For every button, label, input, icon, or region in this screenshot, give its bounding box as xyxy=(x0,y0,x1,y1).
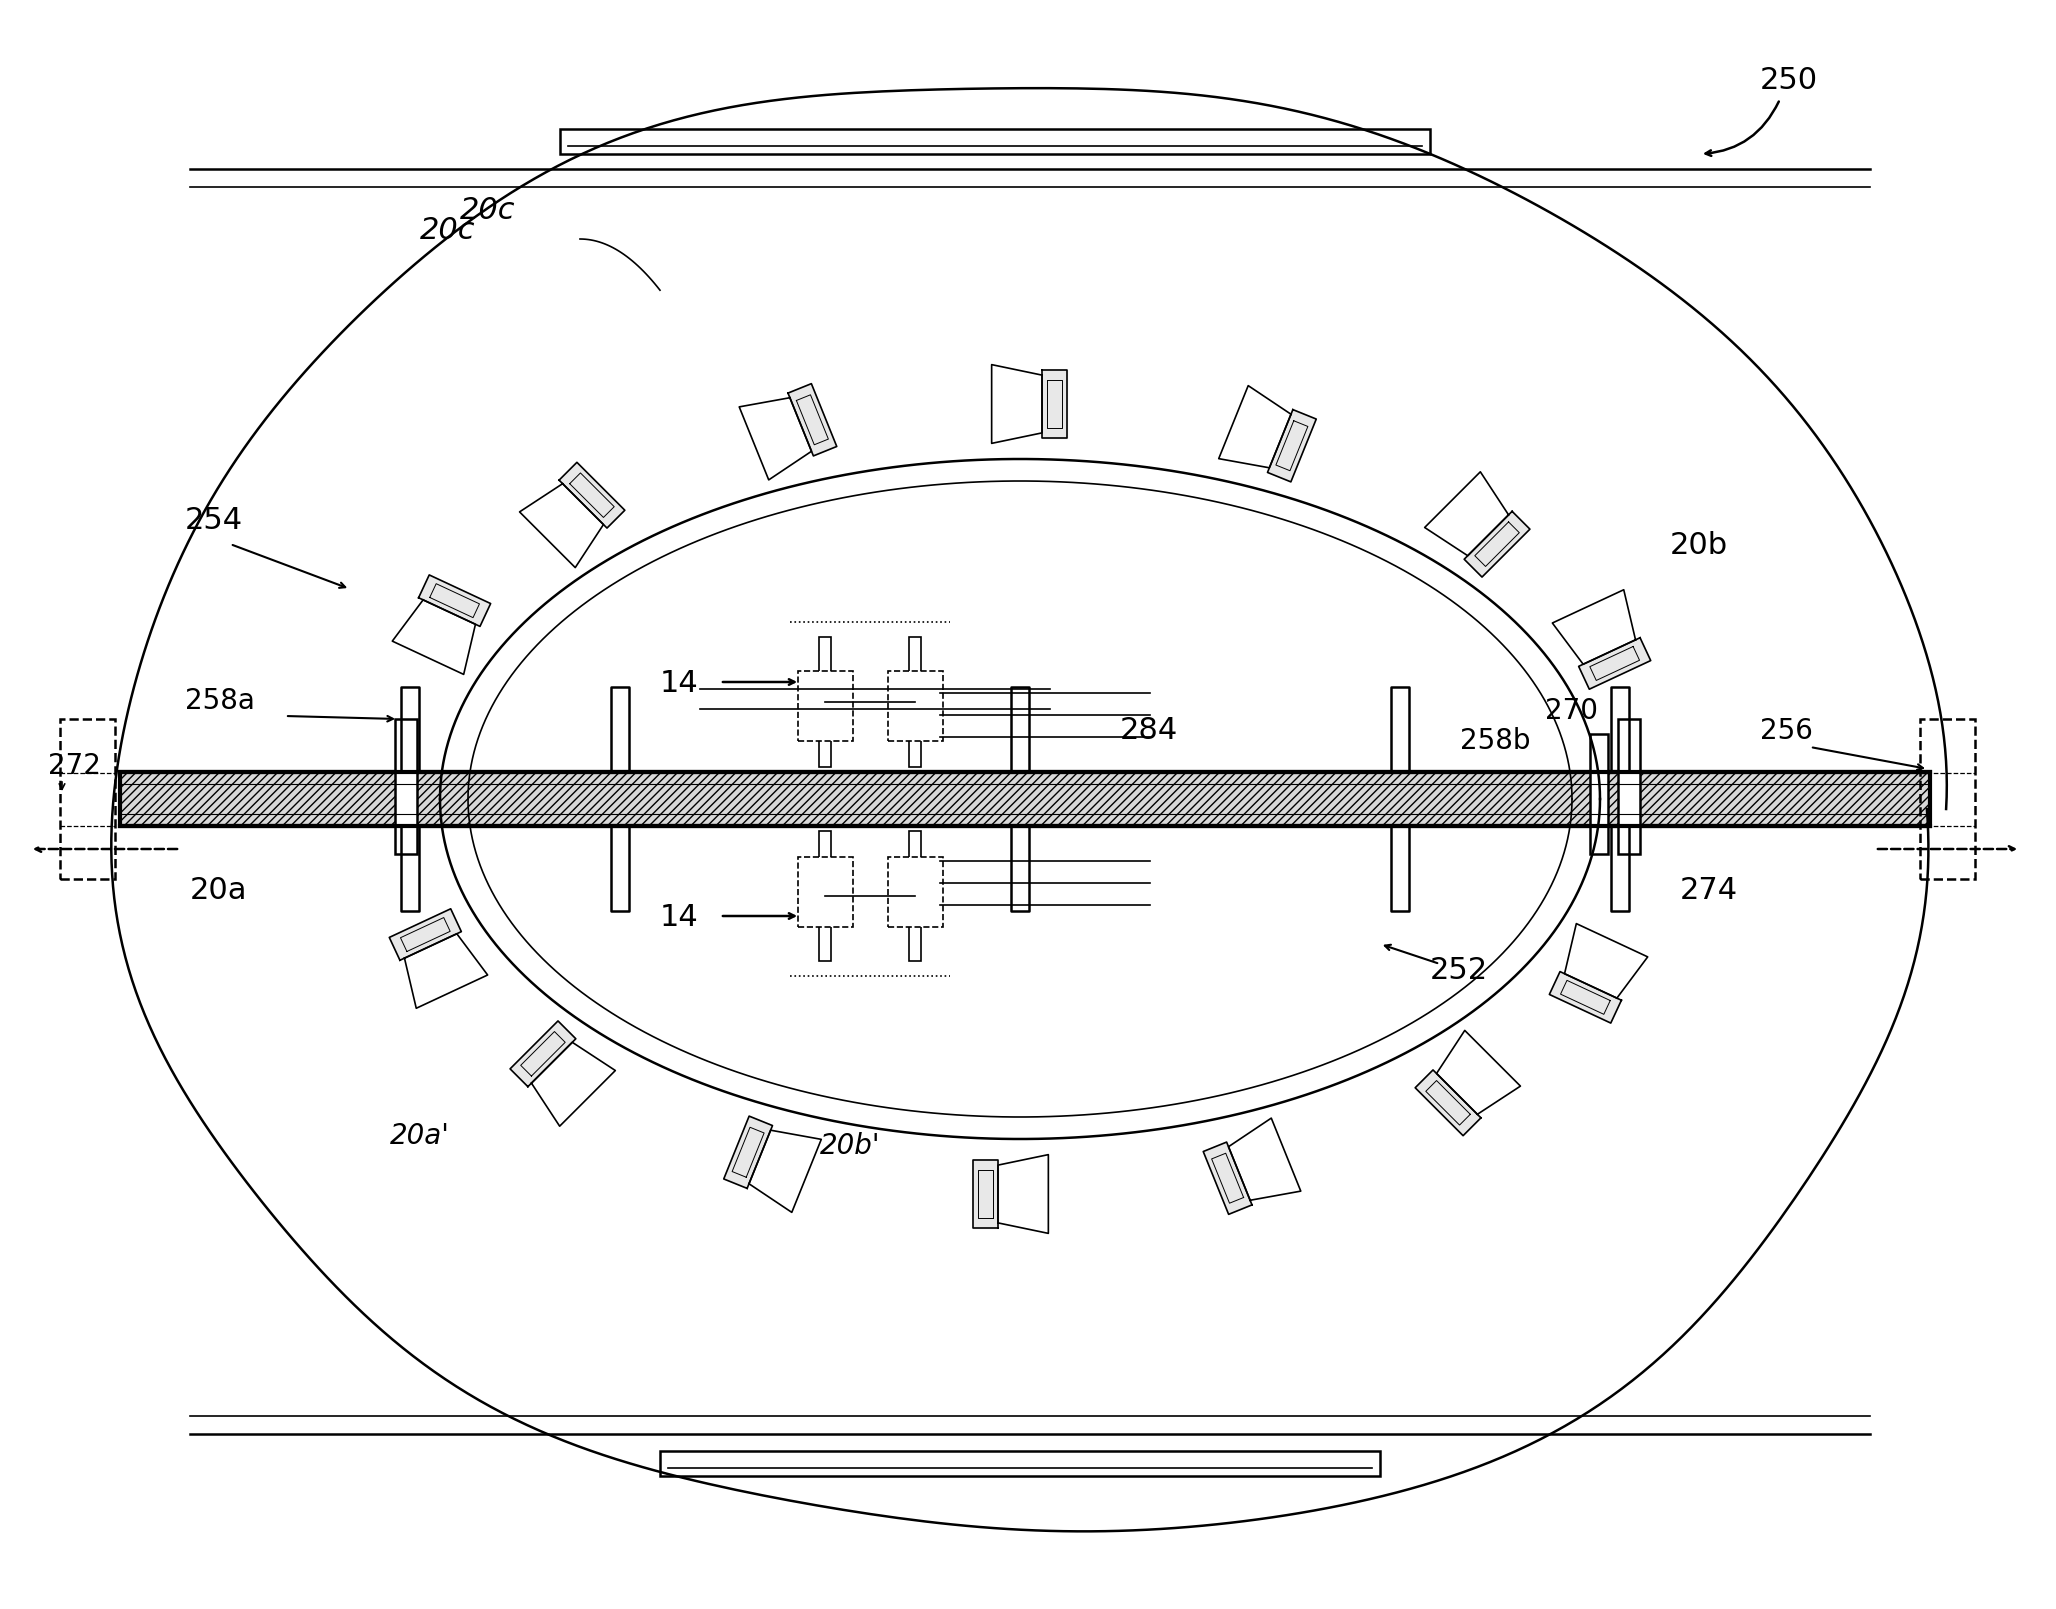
Polygon shape xyxy=(1552,591,1635,665)
Polygon shape xyxy=(393,600,475,674)
Polygon shape xyxy=(1437,1030,1521,1115)
Text: 258a: 258a xyxy=(185,687,255,714)
Text: 20c: 20c xyxy=(461,196,516,225)
Polygon shape xyxy=(997,1155,1049,1234)
Bar xyxy=(798,858,853,927)
Bar xyxy=(395,719,417,854)
Text: 254: 254 xyxy=(185,505,243,536)
Text: 14: 14 xyxy=(660,903,699,932)
Text: 20c: 20c xyxy=(419,216,475,245)
Polygon shape xyxy=(1266,410,1316,481)
Text: 274: 274 xyxy=(1680,875,1737,904)
Polygon shape xyxy=(787,383,837,455)
Polygon shape xyxy=(405,933,487,1009)
Polygon shape xyxy=(972,1160,997,1228)
Bar xyxy=(559,129,1431,154)
Text: 20a': 20a' xyxy=(391,1121,450,1150)
Polygon shape xyxy=(389,909,461,961)
Text: 284: 284 xyxy=(1121,716,1178,745)
Text: 270: 270 xyxy=(1544,697,1598,726)
Bar xyxy=(1920,719,1976,879)
Polygon shape xyxy=(1464,512,1530,578)
Bar xyxy=(119,772,1931,825)
Polygon shape xyxy=(1550,972,1622,1023)
Text: 20a: 20a xyxy=(189,875,247,904)
Text: 20b': 20b' xyxy=(820,1133,880,1160)
Text: 252: 252 xyxy=(1431,956,1489,985)
Text: 272: 272 xyxy=(47,751,101,780)
Polygon shape xyxy=(1042,370,1067,438)
Polygon shape xyxy=(419,574,491,626)
Polygon shape xyxy=(991,365,1042,444)
Bar xyxy=(909,637,921,767)
Bar xyxy=(888,671,944,742)
Polygon shape xyxy=(1219,386,1291,468)
Bar xyxy=(798,671,853,742)
Polygon shape xyxy=(520,484,604,568)
Text: 250: 250 xyxy=(1760,66,1818,95)
Polygon shape xyxy=(530,1043,615,1126)
Polygon shape xyxy=(510,1022,576,1086)
Polygon shape xyxy=(1565,924,1647,998)
Bar xyxy=(1618,719,1641,854)
Polygon shape xyxy=(748,1130,820,1212)
Polygon shape xyxy=(1425,471,1509,555)
Polygon shape xyxy=(1579,637,1651,689)
Text: 20b: 20b xyxy=(1669,531,1729,560)
Text: 14: 14 xyxy=(660,669,699,698)
Polygon shape xyxy=(1415,1070,1480,1136)
Polygon shape xyxy=(559,462,625,528)
Bar xyxy=(660,1451,1380,1475)
Polygon shape xyxy=(724,1117,773,1189)
Bar xyxy=(818,637,831,767)
Bar xyxy=(60,719,115,879)
Text: 258b: 258b xyxy=(1460,727,1530,755)
Text: 256: 256 xyxy=(1760,718,1813,745)
Polygon shape xyxy=(1229,1118,1301,1200)
Polygon shape xyxy=(1203,1142,1252,1215)
Bar xyxy=(818,830,831,961)
Bar xyxy=(888,858,944,927)
Bar xyxy=(909,830,921,961)
Polygon shape xyxy=(740,397,812,479)
Bar xyxy=(1589,734,1608,854)
